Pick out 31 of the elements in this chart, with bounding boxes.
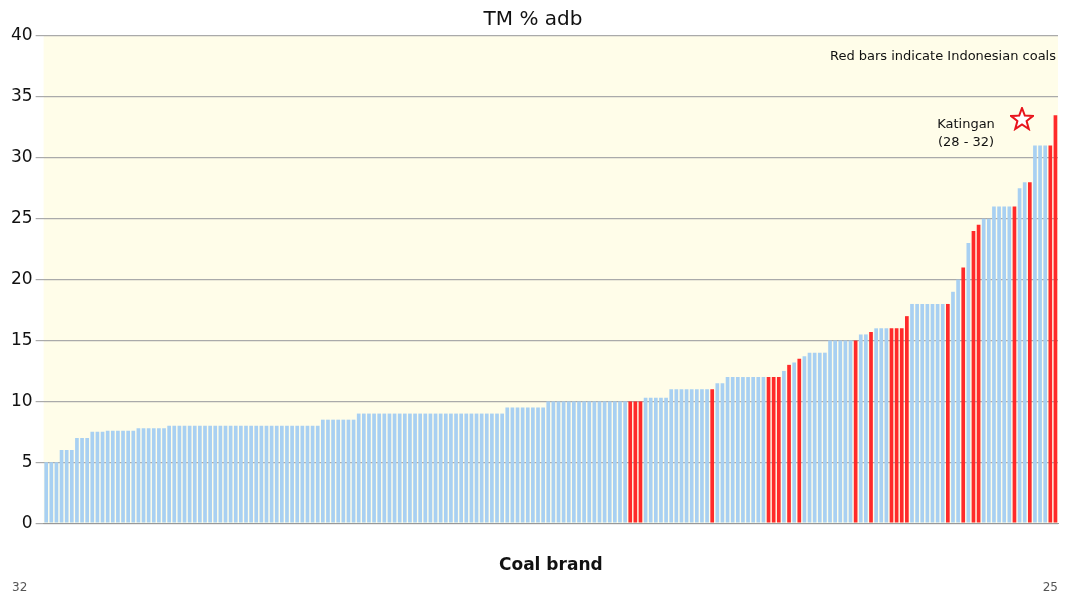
y-tick-label: 30: [10, 146, 33, 167]
y-tick-label: 0: [21, 511, 33, 532]
bar: [961, 267, 966, 523]
text: 32: [12, 580, 28, 594]
x-axis-title: Coal brand: [498, 554, 603, 575]
y-tick-label: 35: [10, 85, 33, 106]
y-tick-label: 10: [10, 389, 33, 410]
y-tick-label: 20: [10, 268, 33, 289]
y-tick-label: 15: [10, 328, 33, 349]
y-tick-label: 5: [21, 450, 33, 471]
y-tick-label: 25: [10, 207, 33, 228]
bar: [797, 358, 802, 523]
bar: [710, 389, 715, 523]
bar: [782, 370, 786, 523]
bar: [940, 303, 945, 523]
bar: [715, 383, 720, 523]
y-tick-label: 40: [10, 24, 33, 45]
bar: [787, 364, 791, 523]
bar: [44, 462, 49, 523]
bar: [1027, 182, 1032, 523]
bar: [869, 331, 873, 523]
bar: [776, 377, 781, 523]
bar: [1048, 145, 1053, 523]
annotation: Katingan (28 - 32): [937, 115, 995, 149]
bar: [792, 362, 797, 523]
bar: [946, 303, 950, 523]
bar: [628, 401, 633, 523]
text: 25: [1042, 580, 1058, 594]
annotation: Red bars indicate Indonesian coals: [829, 47, 1057, 63]
bar: [1022, 182, 1027, 523]
chart-title: TM % adb: [482, 6, 583, 31]
